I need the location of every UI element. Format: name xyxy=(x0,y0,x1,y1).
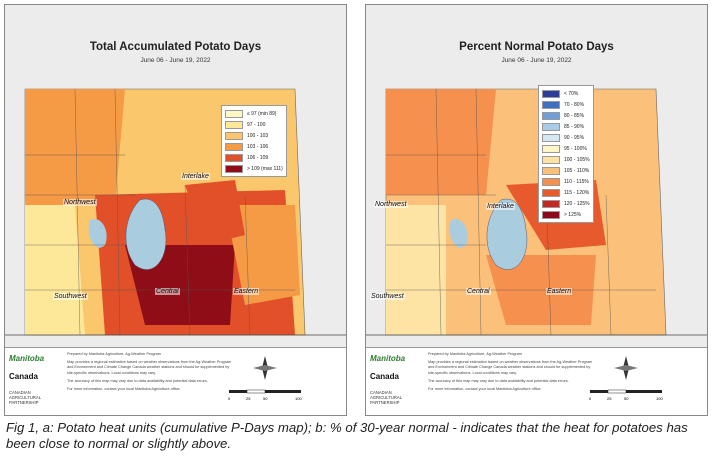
cap-logo: CANADIAN AGRICULTURAL PARTNERSHIP xyxy=(9,390,41,405)
scale-tick-50: 50 xyxy=(263,396,268,401)
legend-entry: 100 - 103 xyxy=(225,130,283,141)
scale-bar: 0 25 50 100 xyxy=(228,389,302,401)
scale-tick-0: 0 xyxy=(228,396,231,401)
legend-swatch xyxy=(542,210,560,219)
legend-entry: 70 - 80% xyxy=(542,99,590,110)
legend-label: 106 - 109 xyxy=(247,154,269,161)
legend-swatch xyxy=(225,109,243,118)
legend-entry: 97 - 100 xyxy=(225,119,283,130)
legend-entry: < 70% xyxy=(542,88,590,99)
map-title: Percent Normal Potato Days xyxy=(459,41,614,53)
legend-label: 85 - 90% xyxy=(564,123,585,130)
legend-swatch xyxy=(542,166,560,175)
cap-logo: CANADIAN AGRICULTURAL PARTNERSHIP xyxy=(370,390,402,405)
north-arrow-icon xyxy=(614,356,638,380)
legend-entry: ≤ 97 (min 89) xyxy=(225,108,283,119)
legend-entry: 100 - 105% xyxy=(542,154,590,165)
legend-label: 95 - 100% xyxy=(564,145,587,152)
legend-entry: 110 - 115% xyxy=(542,176,590,187)
legend-swatch xyxy=(542,111,560,120)
percent-normal-map-panel: Percent Normal Potato Days June 06 - Jun… xyxy=(365,4,708,416)
footer-text: Prepared by Manitoba Agriculture, Ag-Wea… xyxy=(67,352,232,392)
footer-text: Prepared by Manitoba Agriculture, Ag-Wea… xyxy=(428,352,593,392)
legend-swatch xyxy=(225,120,243,129)
legend-label: > 109 (max 111) xyxy=(247,165,283,172)
figure-caption: Fig 1, a: Potato heat units (cumulative … xyxy=(6,420,688,451)
scale-tick-0: 0 xyxy=(589,396,592,401)
legend-entry: 115 - 120% xyxy=(542,187,590,198)
legend-label: 97 - 100 xyxy=(247,121,266,128)
legend-label: 110 - 115% xyxy=(564,178,589,185)
region-label-interlake: Interlake xyxy=(181,173,210,180)
legend-entry: 106 - 109 xyxy=(225,152,283,163)
scale-tick-100: 100 xyxy=(656,396,663,401)
canada-logo: Canada xyxy=(370,372,399,381)
map-footer: Manitoba Canada CANADIAN AGRICULTURAL PA… xyxy=(366,347,707,415)
legend-entry: > 125% xyxy=(542,209,590,220)
map-subtitle: June 06 - June 19, 2022 xyxy=(140,57,211,64)
region-label-central: Central xyxy=(155,288,180,295)
region-label-interlake: Interlake xyxy=(486,203,515,210)
legend-swatch xyxy=(542,100,560,109)
legend-swatch xyxy=(542,144,560,153)
legend-entry: 103 - 106 xyxy=(225,141,283,152)
north-arrow-icon xyxy=(253,356,277,380)
legend-swatch xyxy=(225,142,243,151)
legend-swatch xyxy=(542,177,560,186)
map-legend: ≤ 97 (min 89) 97 - 100 100 - 103 103 - 106 1… xyxy=(221,105,287,177)
legend-label: 115 - 120% xyxy=(564,189,590,196)
legend-label: ≤ 97 (min 89) xyxy=(247,110,277,117)
scale-tick-50: 50 xyxy=(624,396,629,401)
legend-swatch xyxy=(542,133,560,142)
legend-label: 120 - 125% xyxy=(564,200,590,207)
region-label-eastern: Eastern xyxy=(546,288,573,295)
scale-tick-25: 25 xyxy=(607,396,612,401)
legend-swatch xyxy=(225,131,243,140)
legend-label: 105 - 110% xyxy=(564,167,590,174)
legend-entry: 105 - 110% xyxy=(542,165,590,176)
region-label-southwest: Southwest xyxy=(53,293,88,300)
map-footer: Manitoba Canada CANADIAN AGRICULTURAL PA… xyxy=(5,347,346,415)
legend-label: 100 - 103 xyxy=(247,132,269,139)
legend-swatch xyxy=(542,199,560,208)
legend-label: 70 - 80% xyxy=(564,101,585,108)
legend-label: < 70% xyxy=(564,90,579,97)
region-label-northwest: Northwest xyxy=(374,201,408,208)
legend-swatch xyxy=(225,153,243,162)
province-map xyxy=(5,5,346,347)
manitoba-logo: Manitoba xyxy=(370,354,406,363)
legend-entry: 95 - 100% xyxy=(542,143,590,154)
manitoba-logo: Manitoba xyxy=(9,354,45,363)
legend-entry: 85 - 90% xyxy=(542,121,590,132)
scale-bar: 0 25 50 100 xyxy=(589,389,663,401)
map-legend: < 70% 70 - 80% 80 - 85% 85 - 90% 90 - 95% 95 … xyxy=(538,85,594,223)
legend-entry: 120 - 125% xyxy=(542,198,590,209)
region-label-eastern: Eastern xyxy=(233,288,260,295)
map-title: Total Accumulated Potato Days xyxy=(89,41,262,53)
canada-logo: Canada xyxy=(9,372,38,381)
legend-label: 100 - 105% xyxy=(564,156,590,163)
region-label-central: Central xyxy=(466,288,491,295)
legend-entry: > 109 (max 111) xyxy=(225,163,283,174)
legend-label: 103 - 106 xyxy=(247,143,269,150)
province-map xyxy=(366,5,707,347)
legend-entry: 80 - 85% xyxy=(542,110,590,121)
legend-swatch xyxy=(542,89,560,98)
legend-swatch xyxy=(542,122,560,131)
map-subtitle: June 06 - June 19, 2022 xyxy=(501,57,572,64)
scale-tick-25: 25 xyxy=(246,396,251,401)
region-label-southwest: Southwest xyxy=(370,293,405,300)
legend-label: 90 - 95% xyxy=(564,134,585,141)
legend-swatch xyxy=(225,164,243,173)
legend-label: 80 - 85% xyxy=(564,112,585,119)
legend-label: > 125% xyxy=(564,211,582,218)
legend-swatch xyxy=(542,188,560,197)
potato-days-map-panel: Total Accumulated Potato Days June 06 - … xyxy=(4,4,347,416)
scale-tick-100: 100 xyxy=(295,396,302,401)
legend-swatch xyxy=(542,155,560,164)
legend-entry: 90 - 95% xyxy=(542,132,590,143)
region-label-northwest: Northwest xyxy=(63,199,97,206)
